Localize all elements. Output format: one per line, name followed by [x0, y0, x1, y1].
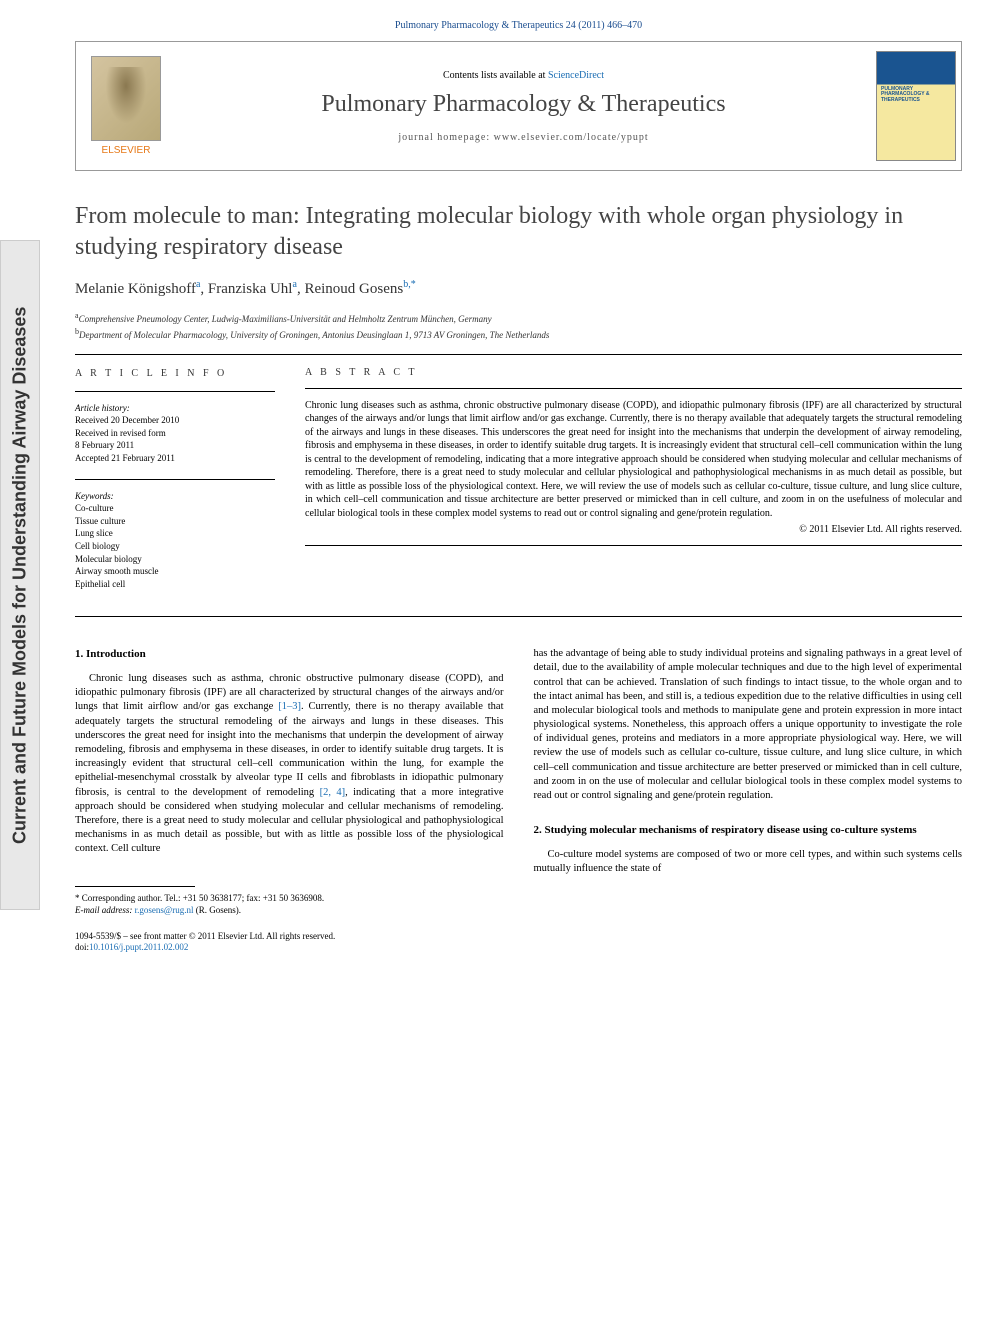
intro-paragraph: Chronic lung diseases such as asthma, ch…	[75, 672, 504, 856]
page-container: Pulmonary Pharmacology & Therapeutics 24…	[55, 0, 992, 974]
corr-email-line: E-mail address: r.gosens@rug.nl (R. Gose…	[75, 905, 504, 917]
keyword: Lung slice	[75, 527, 275, 540]
journal-name: Pulmonary Pharmacology & Therapeutics	[321, 91, 725, 118]
citation-link[interactable]: [1–3]	[278, 701, 301, 712]
doi-line: doi:10.1016/j.pupt.2011.02.002	[75, 942, 504, 954]
elsevier-tree-icon	[91, 56, 161, 141]
body-column-right: has the advantage of being able to study…	[534, 647, 963, 954]
side-tab: Current and Future Models for Understand…	[0, 240, 40, 910]
contents-available: Contents lists available at ScienceDirec…	[443, 70, 604, 81]
sciencedirect-link[interactable]: ScienceDirect	[548, 70, 604, 81]
section-2-paragraph: Co-culture model systems are composed of…	[534, 848, 963, 876]
article-title: From molecule to man: Integrating molecu…	[75, 201, 962, 263]
history-item: Accepted 21 February 2011	[75, 452, 275, 465]
section-2-heading: 2. Studying molecular mechanisms of resp…	[534, 823, 963, 838]
corr-contact: * Corresponding author. Tel.: +31 50 363…	[75, 893, 504, 905]
affiliation-b: bDepartment of Molecular Pharmacology, U…	[75, 326, 962, 342]
keyword: Cell biology	[75, 540, 275, 553]
body-column-left: 1. Introduction Chronic lung diseases su…	[75, 647, 504, 954]
homepage-prefix: journal homepage:	[398, 132, 493, 143]
cover-thumbnail-icon	[876, 51, 956, 161]
publisher-name: ELSEVIER	[102, 145, 151, 156]
intro-continuation: has the advantage of being able to study…	[534, 647, 963, 803]
affiliations: aComprehensive Pneumology Center, Ludwig…	[75, 310, 962, 341]
authors: Melanie Königshoffa, Franziska Uhla, Rei…	[75, 279, 962, 298]
rule-divider	[75, 354, 962, 355]
abstract-text: Chronic lung diseases such as asthma, ch…	[305, 399, 962, 521]
publisher-logo: ELSEVIER	[76, 42, 176, 170]
footnote-divider	[75, 886, 195, 887]
article-info-heading: A R T I C L E I N F O	[75, 367, 275, 381]
doi-block: 1094-5539/$ – see front matter © 2011 El…	[75, 931, 504, 954]
rule-divider	[75, 616, 962, 617]
citation-link[interactable]: [2, 4]	[320, 787, 346, 798]
doi-link[interactable]: 10.1016/j.pupt.2011.02.002	[89, 942, 188, 952]
info-abstract-row: A R T I C L E I N F O Article history: R…	[75, 367, 962, 605]
journal-homepage: journal homepage: www.elsevier.com/locat…	[398, 132, 648, 143]
doi-prefix: doi:	[75, 942, 89, 952]
article-info: A R T I C L E I N F O Article history: R…	[75, 367, 275, 605]
abstract-column: A B S T R A C T Chronic lung diseases su…	[305, 367, 962, 605]
keyword: Molecular biology	[75, 553, 275, 566]
header-center: Contents lists available at ScienceDirec…	[176, 42, 871, 170]
corresponding-author: * Corresponding author. Tel.: +31 50 363…	[75, 893, 504, 916]
keywords-label: Keywords:	[75, 490, 275, 503]
affiliation-a: aComprehensive Pneumology Center, Ludwig…	[75, 310, 962, 326]
citation-line: Pulmonary Pharmacology & Therapeutics 24…	[75, 20, 962, 31]
body-columns: 1. Introduction Chronic lung diseases su…	[75, 647, 962, 954]
journal-header: ELSEVIER Contents lists available at Sci…	[75, 41, 962, 171]
history-item: Received 20 December 2010	[75, 414, 275, 427]
contents-prefix: Contents lists available at	[443, 70, 548, 81]
journal-cover	[871, 42, 961, 170]
email-label: E-mail address:	[75, 905, 135, 915]
keyword: Airway smooth muscle	[75, 565, 275, 578]
homepage-url[interactable]: www.elsevier.com/locate/ypupt	[494, 132, 649, 143]
email-suffix: (R. Gosens).	[193, 905, 241, 915]
keyword: Tissue culture	[75, 515, 275, 528]
history-label: Article history:	[75, 402, 275, 415]
abstract-heading: A B S T R A C T	[305, 367, 962, 378]
keyword: Co-culture	[75, 502, 275, 515]
keyword: Epithelial cell	[75, 578, 275, 591]
body-text: . Currently, there is no therapy availab…	[75, 701, 504, 797]
abstract-copyright: © 2011 Elsevier Ltd. All rights reserved…	[305, 524, 962, 535]
keywords-block: Keywords: Co-culture Tissue culture Lung…	[75, 490, 275, 591]
issn-line: 1094-5539/$ – see front matter © 2011 El…	[75, 931, 504, 943]
section-1-heading: 1. Introduction	[75, 647, 504, 662]
email-link[interactable]: r.gosens@rug.nl	[135, 905, 194, 915]
history-item: Received in revised form	[75, 427, 275, 440]
article-history: Article history: Received 20 December 20…	[75, 402, 275, 465]
history-item: 8 February 2011	[75, 439, 275, 452]
